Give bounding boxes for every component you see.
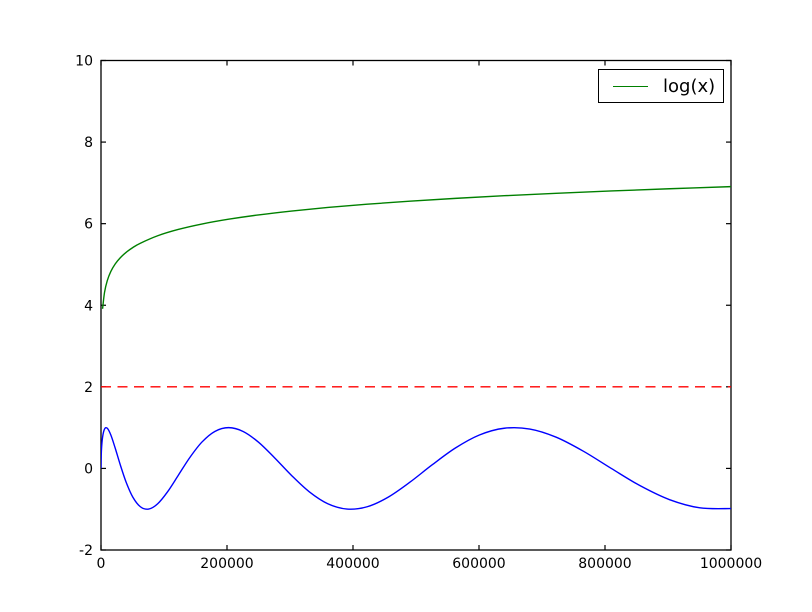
x-tick-label: 800000 (578, 556, 631, 572)
y-tick-label: 4 (84, 298, 93, 314)
oscillation-curve (101, 426, 731, 510)
axes-frame (100, 59, 732, 551)
x-tick-label: 1000000 (700, 556, 762, 572)
y-tick-label: 10 (75, 54, 93, 70)
log-curve (101, 185, 731, 309)
x-tick-label: 0 (97, 556, 106, 572)
y-tick-label: 0 (84, 461, 93, 477)
y-tick-label: 2 (84, 380, 93, 396)
y-tick-label: -2 (79, 543, 93, 559)
x-tick-label: 600000 (452, 556, 505, 572)
x-tick-label: 400000 (326, 556, 379, 572)
y-tick-label: 6 (84, 217, 93, 233)
legend-label: log(x) (663, 75, 716, 97)
legend: log(x) (598, 69, 724, 103)
y-tick-label: 8 (84, 135, 93, 151)
x-tick-label: 200000 (200, 556, 253, 572)
legend-line-sample (613, 85, 648, 87)
